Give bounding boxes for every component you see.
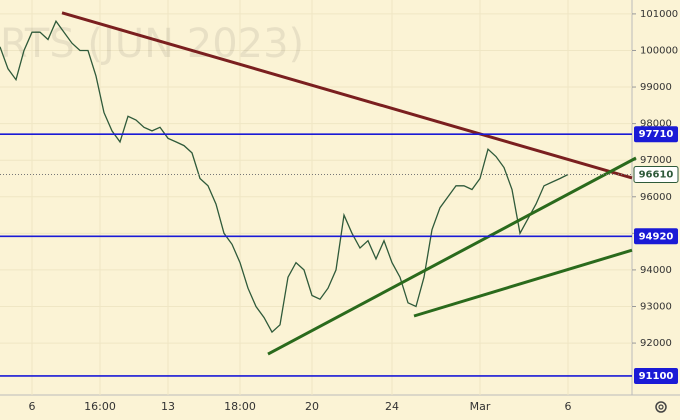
x-tick-label: 13 xyxy=(161,400,175,413)
y-tick-label: 101000 xyxy=(640,9,678,20)
settings-icon[interactable] xyxy=(655,401,667,413)
x-tick-label: 6 xyxy=(565,400,572,413)
y-tick-label: 97000 xyxy=(640,155,672,166)
price-line xyxy=(0,19,569,334)
level-box xyxy=(634,228,678,245)
watermark: RTS (JUN 2023) xyxy=(0,21,304,67)
x-tick-label: 20 xyxy=(305,400,319,413)
level-label: 97710 xyxy=(639,129,674,140)
level-label: 94920 xyxy=(639,231,674,242)
x-tick-label: 18:00 xyxy=(224,400,256,413)
y-tick-label: 92000 xyxy=(640,338,672,349)
trend-line xyxy=(413,248,633,318)
y-tick-label: 98000 xyxy=(640,119,672,130)
y-tick-label: 93000 xyxy=(640,301,672,312)
level-box xyxy=(634,367,678,384)
y-tick-label: 96000 xyxy=(640,192,672,203)
level-label: 91100 xyxy=(639,371,674,382)
trend-line xyxy=(267,156,637,356)
x-tick-label: 16:00 xyxy=(84,400,116,413)
y-tick-label: 99000 xyxy=(640,82,672,93)
x-tick-label: 6 xyxy=(29,400,36,413)
y-tick-label: 94000 xyxy=(640,265,672,276)
last-price-box xyxy=(633,165,679,183)
x-tick-label: 24 xyxy=(385,400,399,413)
y-tick-label: 100000 xyxy=(640,45,678,56)
trend-line xyxy=(61,11,633,180)
x-tick-label: Mar xyxy=(470,400,491,413)
level-box xyxy=(634,126,678,143)
last-price-label: 96610 xyxy=(639,169,674,180)
